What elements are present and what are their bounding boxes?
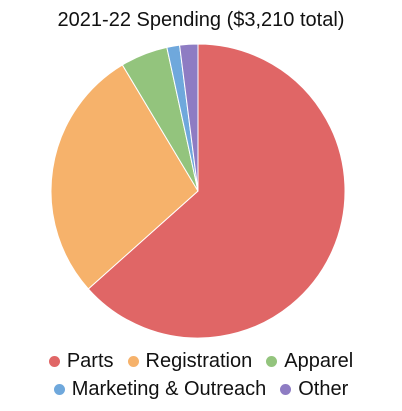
legend-item-marketing-outreach: Marketing & Outreach	[53, 377, 267, 401]
pie-slice-registration	[50, 64, 199, 290]
pie-plot	[50, 43, 346, 339]
legend-swatch	[266, 355, 278, 367]
legend-label: Marketing & Outreach	[71, 378, 267, 400]
pie-slice-parts	[87, 43, 346, 339]
legend-label: Apparel	[284, 350, 354, 372]
legend-swatch	[53, 383, 65, 395]
legend-swatch	[127, 355, 139, 367]
legend-swatch	[48, 355, 60, 367]
legend-item-registration: Registration	[127, 349, 253, 373]
legend: Parts Registration Apparel Marketing & Outr…	[0, 349, 402, 401]
chart-title: 2021-22 Spending ($3,210 total)	[57, 9, 345, 31]
legend-item-other: Other	[280, 377, 348, 401]
legend-label: Parts	[66, 350, 114, 372]
legend-item-apparel: Apparel	[266, 349, 353, 373]
legend-label: Other	[298, 378, 349, 400]
pie-slice-other	[179, 43, 199, 192]
legend-item-parts: Parts	[48, 349, 114, 373]
legend-label: Registration	[145, 350, 253, 372]
legend-swatch	[280, 383, 292, 395]
